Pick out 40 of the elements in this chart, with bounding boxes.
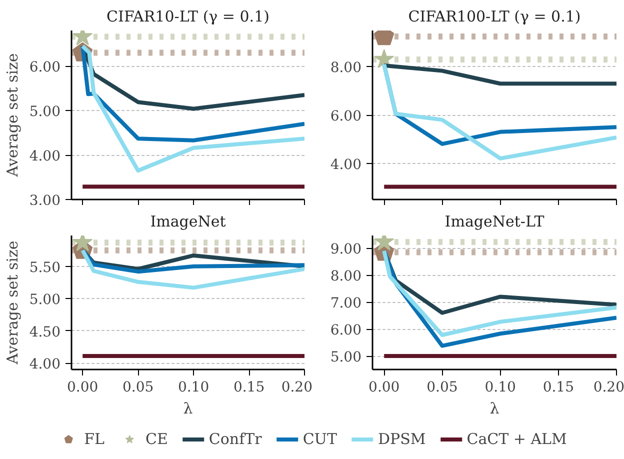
y-tick-label: 5.00	[330, 350, 362, 366]
legend-label: FL	[84, 430, 104, 448]
chart-title: CIFAR100-LT (γ = 0.1)	[408, 8, 581, 26]
y-axis-title: Average set size	[3, 240, 22, 366]
y-tick-label: 6.00	[330, 108, 362, 124]
y-tick-label: 5.00	[29, 292, 60, 308]
chart-title: ImageNet	[150, 212, 226, 230]
legend-label: CUT	[302, 430, 337, 448]
legend-label: CE	[145, 430, 168, 448]
y-tick-label: 3.00	[29, 193, 60, 209]
x-axis-title: λ	[183, 400, 194, 418]
x-tick-label: 0.15	[233, 380, 265, 396]
x-tick-label: 0.15	[542, 380, 574, 396]
y-tick-label: 5.50	[29, 260, 60, 276]
x-tick-label: 0.20	[593, 380, 624, 396]
y-tick-label: 4.00	[330, 156, 362, 173]
chart-title: CIFAR10-LT (γ = 0.1)	[106, 8, 270, 26]
chart-title: ImageNet-LT	[444, 212, 544, 230]
y-tick-label: 7.00	[330, 296, 362, 312]
x-axis-title: λ	[490, 400, 500, 418]
x-tick-label: 0.20	[281, 380, 312, 396]
y-tick-label: 8.00	[330, 60, 362, 76]
y-axis-title: Average set size	[3, 53, 22, 178]
x-tick-label: 0.05	[122, 380, 154, 396]
legend-label: ConfTr	[208, 430, 262, 448]
x-tick-label: 0.00	[368, 380, 400, 396]
x-tick-label: 0.10	[484, 380, 516, 396]
x-tick-label: 0.05	[426, 380, 458, 396]
y-tick-label: 4.50	[29, 324, 60, 340]
y-tick-label: 4.00	[29, 356, 60, 373]
x-tick-label: 0.10	[178, 380, 210, 396]
y-tick-label: 8.00	[330, 268, 362, 285]
x-tick-label: 0.00	[67, 380, 98, 396]
y-tick-label: 5.00	[29, 104, 60, 120]
y-tick-label: 9.00	[330, 242, 362, 258]
y-tick-label: 4.00	[29, 148, 60, 165]
y-tick-label: 6.00	[29, 60, 60, 76]
legend-label: CaCT + ALM	[466, 430, 567, 448]
y-tick-label: 6.00	[330, 322, 362, 339]
legend-label: DPSM	[378, 430, 426, 448]
